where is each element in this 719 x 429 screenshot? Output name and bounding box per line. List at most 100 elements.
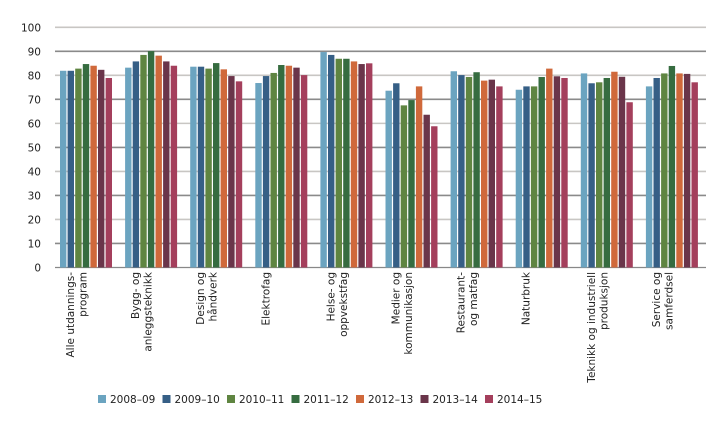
- bar: [213, 63, 220, 268]
- bar: [458, 75, 465, 268]
- bar: [496, 86, 503, 268]
- bar: [408, 100, 415, 268]
- bar: [385, 90, 392, 268]
- y-tick-label: 40: [28, 166, 41, 178]
- bar: [270, 72, 277, 268]
- y-tick-label: 90: [28, 46, 41, 58]
- bar: [431, 126, 438, 268]
- x-category-label: Elektrofag: [260, 272, 272, 326]
- bar: [350, 61, 358, 268]
- bar: [262, 76, 270, 268]
- bar: [603, 77, 610, 268]
- bar: [285, 65, 293, 268]
- legend: 2008–09 2009–10 2010–11 2011–12 2012–13 2013–…: [98, 394, 542, 406]
- bar: [546, 68, 553, 268]
- bar: [328, 54, 335, 268]
- bar: [415, 86, 423, 268]
- x-category-label: Teknikk og industriellproduksjon: [586, 272, 611, 384]
- bar: [132, 61, 140, 268]
- bar: [691, 82, 698, 268]
- bar: [140, 54, 147, 268]
- legend-swatch: [420, 395, 429, 403]
- bar: [255, 83, 262, 268]
- bar: [611, 71, 618, 268]
- bar: [393, 83, 400, 268]
- x-axis-category-labels: Alle utdannings-program Bygg- oganleggste…: [65, 271, 675, 384]
- x-category-label: Bygg- oganleggsteknikk: [130, 271, 155, 352]
- x-category-label: Helse- ogoppvekstfag: [325, 272, 350, 337]
- bar: [465, 77, 473, 268]
- bar: [205, 68, 212, 268]
- x-category-label: Design oghåndverk: [195, 271, 220, 325]
- y-tick-label: 80: [28, 70, 41, 82]
- bar: [220, 69, 227, 268]
- bar: [67, 70, 74, 268]
- legend-swatch: [356, 395, 364, 403]
- bar: [147, 51, 155, 268]
- bar: [366, 63, 373, 268]
- y-tick-label: 50: [28, 142, 41, 154]
- bar: [553, 76, 561, 268]
- y-tick-label: 30: [28, 190, 41, 202]
- bar: [626, 102, 633, 268]
- bar: [488, 79, 495, 268]
- legend-swatch: [485, 395, 493, 403]
- legend-label: 2009–10: [175, 394, 220, 406]
- legend-label: 2008–09: [110, 394, 155, 406]
- bar: [155, 55, 162, 268]
- legend-label: 2012–13: [368, 394, 413, 406]
- bar: [473, 72, 480, 268]
- bar: [90, 65, 97, 268]
- bar: [653, 77, 660, 268]
- bar: [335, 58, 342, 268]
- bar: [320, 52, 327, 268]
- bar: [170, 65, 178, 268]
- bar: [358, 64, 365, 268]
- x-category-label: Medier ogkommunikasjon: [391, 272, 416, 355]
- bar: [523, 86, 530, 268]
- bar: [618, 76, 626, 268]
- bar: [538, 77, 545, 268]
- bar: [82, 64, 90, 268]
- bar: [98, 69, 105, 268]
- legend-item: 2012–13: [356, 394, 413, 406]
- bar: [293, 67, 300, 268]
- y-tick-label: 20: [28, 214, 41, 226]
- x-category-label: Naturbruk: [521, 271, 533, 325]
- legend-item: 2013–14: [420, 394, 478, 406]
- y-tick-label: 10: [28, 238, 41, 250]
- bar: [228, 76, 235, 268]
- bar: [190, 66, 197, 268]
- bar: [60, 70, 67, 268]
- legend-item: 2014–15: [485, 394, 542, 406]
- legend-label: 2011–12: [304, 394, 349, 406]
- bar: [105, 77, 112, 268]
- bar: [423, 114, 430, 268]
- bars: [60, 51, 698, 268]
- bar: [235, 81, 243, 268]
- x-category-label: Alle utdannings-program: [65, 272, 90, 358]
- bar: [515, 89, 523, 268]
- bar: [645, 86, 653, 268]
- bar: [400, 105, 408, 268]
- legend-label: 2014–15: [497, 394, 542, 406]
- bar: [163, 61, 170, 268]
- x-category-label: Service ogsamferdsel: [651, 272, 676, 330]
- bar: [561, 77, 568, 268]
- bar: [278, 65, 285, 268]
- bar: [530, 86, 538, 268]
- bar: [343, 58, 350, 268]
- legend-label: 2010–11: [239, 394, 284, 406]
- y-tick-label: 100: [21, 22, 41, 34]
- legend-swatch: [227, 395, 235, 403]
- legend-item: 2009–10: [162, 394, 220, 406]
- bar: [668, 65, 676, 268]
- bar: [683, 73, 691, 268]
- legend-swatch: [162, 395, 171, 403]
- bar: [596, 82, 603, 268]
- legend-swatch: [291, 395, 300, 403]
- legend-item: 2011–12: [291, 394, 349, 406]
- bar: [300, 75, 308, 268]
- legend-swatch: [98, 395, 106, 403]
